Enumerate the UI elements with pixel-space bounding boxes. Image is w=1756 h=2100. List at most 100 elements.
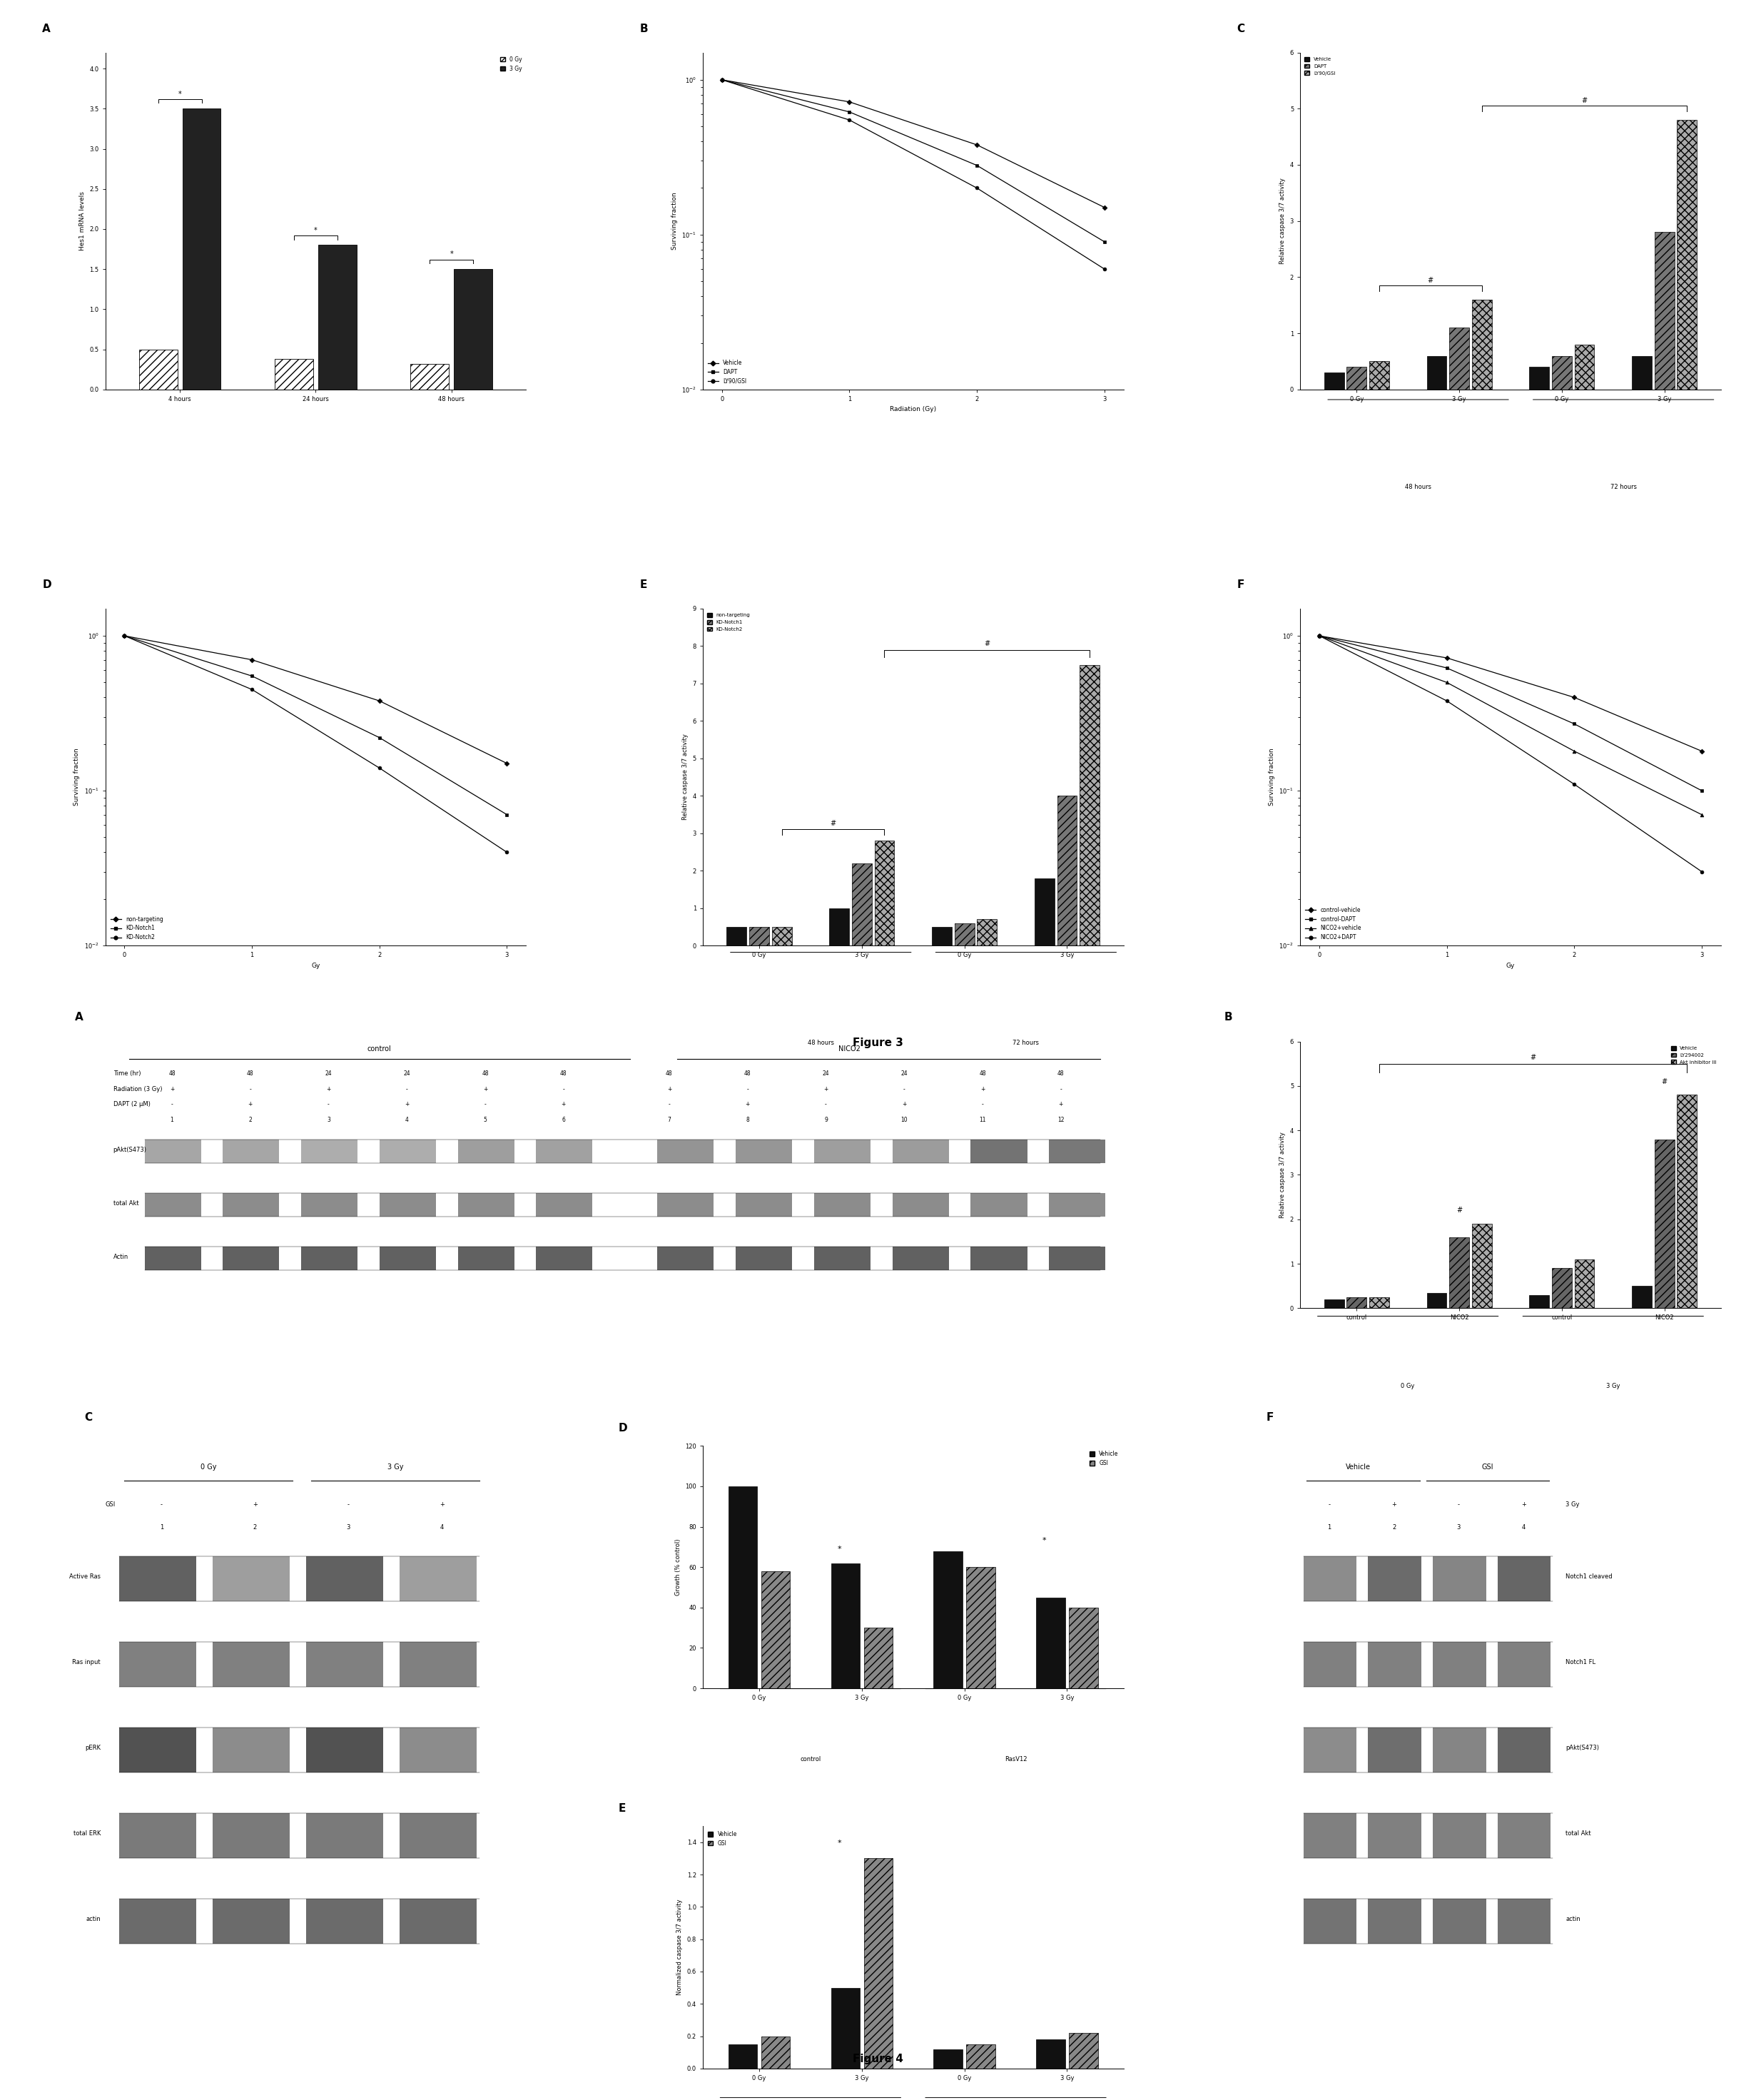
Bar xyxy=(1433,1642,1486,1686)
Bar xyxy=(815,1193,871,1216)
Bar xyxy=(934,1552,962,1688)
Text: 3: 3 xyxy=(346,1525,351,1531)
Bar xyxy=(852,863,871,945)
Text: 72 hours: 72 hours xyxy=(1610,483,1637,489)
Text: Active Ras: Active Ras xyxy=(68,1573,100,1579)
Bar xyxy=(536,1247,592,1270)
Bar xyxy=(760,1571,790,1688)
Bar xyxy=(1472,300,1493,388)
Bar xyxy=(831,1562,860,1688)
Text: 48 hours: 48 hours xyxy=(1405,483,1431,489)
NICO2+vehicle xyxy=(1308,624,1329,649)
Text: Actin: Actin xyxy=(112,1254,128,1260)
Bar xyxy=(1552,1268,1572,1308)
control-vehicle xyxy=(1308,624,1329,649)
Text: 48: 48 xyxy=(560,1071,567,1077)
Text: 48: 48 xyxy=(169,1071,176,1077)
Line: DAPT: DAPT xyxy=(720,78,1106,244)
Text: Figure 3: Figure 3 xyxy=(853,1037,903,1048)
Text: total Akt: total Akt xyxy=(1566,1831,1591,1837)
Text: E: E xyxy=(639,580,646,590)
Legend: Vehicle, GSI: Vehicle, GSI xyxy=(1087,1449,1120,1468)
Bar xyxy=(119,1812,197,1858)
Text: 3: 3 xyxy=(327,1117,330,1124)
KD-Notch1 xyxy=(241,664,262,689)
DAPT xyxy=(839,99,860,124)
DAPT xyxy=(1094,229,1115,254)
Text: #: # xyxy=(1529,1054,1536,1060)
Text: +: + xyxy=(824,1086,829,1092)
Bar xyxy=(306,1812,383,1858)
Text: +: + xyxy=(562,1100,565,1107)
Text: 5: 5 xyxy=(483,1117,486,1124)
KD-Notch1 xyxy=(369,724,390,750)
Text: -: - xyxy=(982,1100,983,1107)
Text: 4: 4 xyxy=(441,1525,444,1531)
Text: +: + xyxy=(404,1100,409,1107)
KD-Notch1 xyxy=(114,624,135,649)
Bar xyxy=(815,1140,871,1163)
Bar xyxy=(1433,1898,1486,1945)
Bar xyxy=(458,1193,515,1216)
Text: Notch1 cleaved: Notch1 cleaved xyxy=(1566,1573,1612,1579)
Text: 0 Gy: 0 Gy xyxy=(200,1464,216,1470)
Bar xyxy=(1303,1556,1356,1602)
Bar xyxy=(1677,1094,1696,1308)
control-vehicle xyxy=(1565,685,1586,710)
Bar xyxy=(306,1898,383,1945)
Bar xyxy=(1368,1642,1421,1686)
Text: Notch1 FL: Notch1 FL xyxy=(1566,1659,1596,1665)
Bar xyxy=(864,1628,892,1688)
Bar xyxy=(144,1193,200,1216)
Bar xyxy=(212,1898,290,1945)
Text: Vehicle: Vehicle xyxy=(1345,1464,1371,1470)
control-DAPT xyxy=(1436,655,1457,680)
Line: control-vehicle: control-vehicle xyxy=(1317,634,1703,754)
NICO2+vehicle xyxy=(1565,739,1586,764)
KD-Notch2 xyxy=(369,756,390,781)
Bar xyxy=(1303,1728,1356,1772)
Text: -: - xyxy=(1061,1086,1062,1092)
Text: C: C xyxy=(1236,23,1245,34)
Bar xyxy=(223,1247,279,1270)
Text: +: + xyxy=(248,1100,253,1107)
Bar xyxy=(139,349,177,388)
Text: +: + xyxy=(745,1100,750,1107)
Bar xyxy=(400,1898,476,1945)
Text: F: F xyxy=(1266,1413,1273,1424)
Bar xyxy=(1631,355,1652,388)
Text: -: - xyxy=(1328,1501,1331,1508)
NICO2+vehicle xyxy=(1436,670,1457,695)
Y-axis label: Surviving fraction: Surviving fraction xyxy=(1268,748,1275,806)
Bar xyxy=(1368,1556,1421,1602)
Bar xyxy=(400,1642,476,1686)
Text: 24: 24 xyxy=(822,1071,829,1077)
Text: 11: 11 xyxy=(980,1117,985,1124)
Bar xyxy=(1303,1898,1356,1945)
Text: 48: 48 xyxy=(980,1071,985,1077)
Line: Vehicle: Vehicle xyxy=(720,78,1106,210)
Legend: non-targeting, KD-Notch1, KD-Notch2: non-targeting, KD-Notch1, KD-Notch2 xyxy=(109,913,165,943)
Bar xyxy=(1498,1728,1551,1772)
Text: 2: 2 xyxy=(253,1525,256,1531)
Bar xyxy=(1368,1812,1421,1858)
Bar xyxy=(1575,344,1594,388)
Bar xyxy=(892,1140,948,1163)
Bar xyxy=(1631,1285,1652,1308)
Text: 2: 2 xyxy=(1393,1525,1396,1531)
Bar xyxy=(1472,1224,1493,1308)
Bar xyxy=(831,1989,860,2068)
Text: total Akt: total Akt xyxy=(112,1201,139,1207)
Bar xyxy=(1347,1298,1366,1308)
Bar xyxy=(1048,1140,1106,1163)
Text: 48: 48 xyxy=(248,1071,253,1077)
Bar xyxy=(874,840,894,945)
Text: +: + xyxy=(667,1086,671,1092)
Bar xyxy=(458,1247,515,1270)
Text: +: + xyxy=(1059,1100,1062,1107)
Text: 10: 10 xyxy=(901,1117,908,1124)
Text: +: + xyxy=(980,1086,985,1092)
Legend: Vehicle, LY294002, Akt inhibitor III: Vehicle, LY294002, Akt inhibitor III xyxy=(1668,1044,1719,1067)
Bar xyxy=(1080,666,1099,945)
control-vehicle xyxy=(1691,739,1712,764)
